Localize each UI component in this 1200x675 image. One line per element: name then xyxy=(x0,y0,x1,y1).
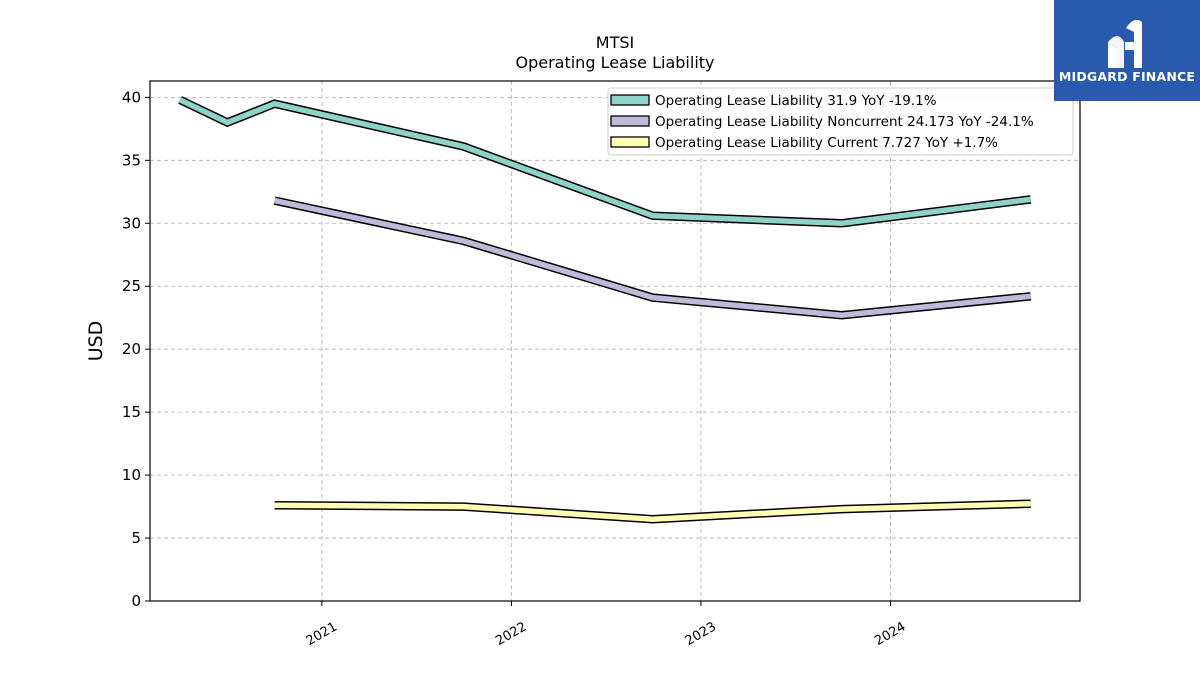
chart-subtitle: Operating Lease Liability xyxy=(515,53,714,72)
brand-logo: MIDGARD FINANCE xyxy=(1054,0,1200,101)
x-axis: 2021 2022 2023 2024 xyxy=(304,601,908,649)
legend-entry: Operating Lease Liability Noncurrent 24.… xyxy=(655,114,1034,130)
y-tick-label: 0 xyxy=(131,592,141,610)
legend-swatch xyxy=(610,94,650,106)
y-axis-label: USD xyxy=(85,321,107,362)
series-line xyxy=(274,499,1031,524)
x-tick-label: 2024 xyxy=(872,619,908,649)
series-line-fill xyxy=(274,197,1031,318)
legend-entry: Operating Lease Liability Current 7.727 … xyxy=(655,135,998,151)
legend-entry: Operating Lease Liability 31.9 YoY -19.1… xyxy=(655,93,937,109)
grid xyxy=(150,81,1080,602)
series-line-fill xyxy=(274,500,1031,522)
legend-swatch xyxy=(610,136,650,148)
y-axis: 0 5 10 15 20 25 30 35 40 xyxy=(122,88,150,610)
y-tick-label: 10 xyxy=(122,466,141,484)
brand-logo-text: MIDGARD FINANCE xyxy=(1058,69,1196,84)
y-tick-label: 30 xyxy=(122,214,141,232)
legend: Operating Lease Liability 31.9 YoY -19.1… xyxy=(607,87,1074,156)
legend-box xyxy=(607,87,1074,156)
legend-swatch xyxy=(610,115,650,127)
series-layer xyxy=(178,96,1032,524)
y-tick-label: 25 xyxy=(122,277,141,295)
x-tick-label: 2023 xyxy=(683,619,719,649)
series-line-fill xyxy=(178,97,1032,227)
midgard-logo-icon xyxy=(1108,20,1142,68)
y-tick-label: 5 xyxy=(131,529,141,547)
series-line xyxy=(273,196,1032,320)
x-tick-label: 2021 xyxy=(304,619,340,649)
plot-frame xyxy=(149,80,1081,602)
series-line xyxy=(178,96,1032,228)
y-tick-label: 15 xyxy=(122,403,141,421)
chart-title: MTSI xyxy=(596,33,634,52)
y-tick-label: 35 xyxy=(122,151,141,169)
y-tick-label: 20 xyxy=(122,340,141,358)
x-tick-label: 2022 xyxy=(493,619,529,649)
y-tick-label: 40 xyxy=(122,88,141,106)
